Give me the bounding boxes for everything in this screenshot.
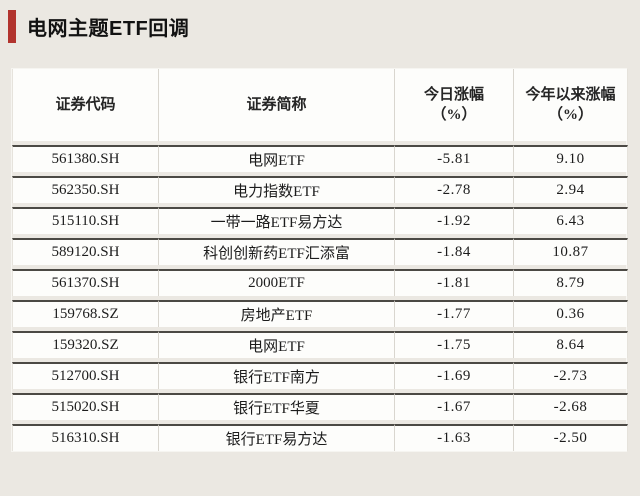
today-change-cell: -1.81 (395, 269, 514, 296)
column-header-label: 今日涨幅 (423, 86, 484, 103)
ytd-change-cell: 6.43 (514, 207, 628, 234)
ytd-change-cell: -2.50 (514, 424, 628, 451)
ytd-change-cell: 0.36 (514, 300, 628, 327)
table-row: 516310.SH 银行ETF易方达 -1.63 -2.50 (12, 424, 628, 451)
table-row: 159768.SZ 房地产ETF -1.77 0.36 (12, 300, 628, 327)
ytd-change-cell: -2.73 (514, 362, 628, 389)
today-change-cell: -1.77 (395, 300, 514, 327)
column-header-label: 证券代码 (55, 96, 116, 113)
security-code-cell: 512700.SH (12, 362, 159, 389)
red-accent-bar (8, 9, 16, 43)
security-code-cell: 515110.SH (12, 207, 159, 234)
column-header-name: 证券简称 (159, 69, 395, 141)
today-change-cell: -5.81 (395, 145, 514, 172)
column-header-unit: （%） (431, 107, 477, 123)
security-code-cell: 562350.SH (12, 176, 159, 203)
security-code-cell: 516310.SH (12, 424, 159, 451)
ytd-change-cell: 8.64 (514, 331, 628, 358)
security-name-cell: 一带一路ETF易方达 (159, 207, 395, 234)
today-change-cell: -1.69 (395, 362, 514, 389)
table-row: 512700.SH 银行ETF南方 -1.69 -2.73 (12, 362, 628, 389)
table-row: 159320.SZ 电网ETF -1.75 8.64 (12, 331, 628, 358)
table-row: 561380.SH 电网ETF -5.81 9.10 (12, 145, 628, 172)
security-code-cell: 589120.SH (12, 238, 159, 265)
table-header-row: 证券代码 证券简称 今日涨幅 （%） 今年以来涨幅 （%） (12, 69, 628, 141)
security-code-cell: 561380.SH (12, 145, 159, 172)
column-header-today-change: 今日涨幅 （%） (395, 69, 514, 141)
today-change-cell: -2.78 (395, 176, 514, 203)
page-title: 电网主题ETF回调 (27, 17, 190, 40)
table-row: 561370.SH 2000ETF -1.81 8.79 (12, 269, 628, 296)
column-header-unit: （%） (547, 107, 593, 123)
column-header-ytd-change: 今年以来涨幅 （%） (514, 69, 628, 141)
etf-table: 证券代码 证券简称 今日涨幅 （%） 今年以来涨幅 （%） 561380.SH (12, 65, 628, 455)
ytd-change-cell: 10.87 (514, 238, 628, 265)
security-name-cell: 电力指数ETF (159, 176, 395, 203)
etf-table-container: 证券代码 证券简称 今日涨幅 （%） 今年以来涨幅 （%） 561380.SH (11, 65, 628, 455)
title-bar: 电网主题ETF回调 (8, 9, 640, 43)
security-code-cell: 159768.SZ (12, 300, 159, 327)
security-code-cell: 159320.SZ (12, 331, 159, 358)
security-code-cell: 561370.SH (12, 269, 159, 296)
ytd-change-cell: 2.94 (514, 176, 628, 203)
security-name-cell: 电网ETF (159, 331, 395, 358)
security-code-cell: 515020.SH (12, 393, 159, 420)
table-row: 589120.SH 科创创新药ETF汇添富 -1.84 10.87 (12, 238, 628, 265)
today-change-cell: -1.84 (395, 238, 514, 265)
today-change-cell: -1.75 (395, 331, 514, 358)
table-row: 515020.SH 银行ETF华夏 -1.67 -2.68 (12, 393, 628, 420)
table-row: 515110.SH 一带一路ETF易方达 -1.92 6.43 (12, 207, 628, 234)
column-header-label: 今年以来涨幅 (525, 86, 616, 103)
security-name-cell: 银行ETF华夏 (159, 393, 395, 420)
security-name-cell: 电网ETF (159, 145, 395, 172)
today-change-cell: -1.92 (395, 207, 514, 234)
column-header-label: 证券简称 (246, 96, 307, 113)
security-name-cell: 银行ETF易方达 (159, 424, 395, 451)
today-change-cell: -1.67 (395, 393, 514, 420)
today-change-cell: -1.63 (395, 424, 514, 451)
ytd-change-cell: 8.79 (514, 269, 628, 296)
security-name-cell: 房地产ETF (159, 300, 395, 327)
column-header-code: 证券代码 (12, 69, 159, 141)
ytd-change-cell: -2.68 (514, 393, 628, 420)
security-name-cell: 2000ETF (159, 269, 395, 296)
table-row: 562350.SH 电力指数ETF -2.78 2.94 (12, 176, 628, 203)
security-name-cell: 科创创新药ETF汇添富 (159, 238, 395, 265)
ytd-change-cell: 9.10 (514, 145, 628, 172)
security-name-cell: 银行ETF南方 (159, 362, 395, 389)
